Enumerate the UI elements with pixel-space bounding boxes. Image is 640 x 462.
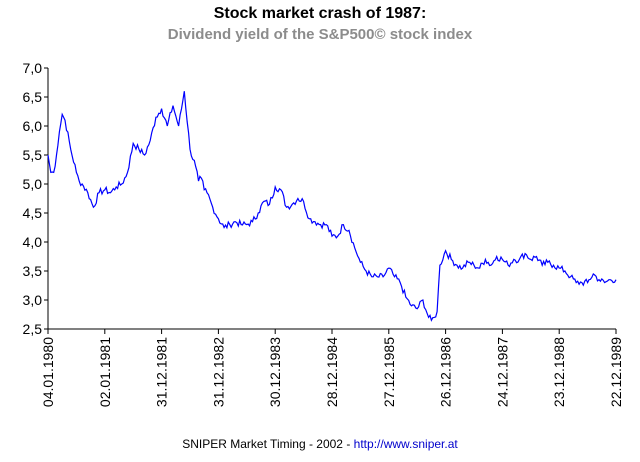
y-tick-label: 5,5 [23,147,43,163]
dividend-yield-line [47,91,617,322]
x-tick-label: 02.01.1981 [97,337,113,407]
x-tick-label: 23.12.1988 [551,337,567,407]
x-tick-label: 27.12.1985 [381,337,397,407]
y-tick-label: 5,0 [23,176,43,192]
y-tick-label: 6,5 [23,89,43,105]
x-tick-label: 04.01.1980 [40,337,56,407]
y-axis-ticks: 7,0 6,5 6,0 5,5 5,0 4,5 4,0 3,5 3,0 2,5 [23,60,48,337]
x-tick-label: 24.12.1987 [494,337,510,407]
chart-axes [47,68,616,330]
y-tick-label: 2,5 [23,321,43,337]
footer-link[interactable]: http://www.sniper.at [353,437,458,451]
x-tick-label: 31.12.1981 [154,337,170,407]
footer-credit: SNIPER Market Timing - 2002 [182,437,343,451]
y-tick-label: 3,0 [23,292,43,308]
chart-footer: SNIPER Market Timing - 2002 - http://www… [0,437,640,451]
y-tick-label: 4,5 [23,205,43,221]
y-tick-label: 6,0 [23,118,43,134]
chart-title: Stock market crash of 1987: [213,5,427,22]
y-tick-label: 4,0 [23,234,43,250]
x-tick-label: 26.12.1986 [438,337,454,407]
y-tick-label: 7,0 [23,60,43,76]
chart-subtitle: Dividend yield of the S&P500© stock inde… [167,26,473,43]
footer-separator: - [346,437,351,451]
x-tick-label: 22.12.1989 [608,337,624,407]
y-tick-label: 3,5 [23,263,43,279]
x-axis-ticks: 04.01.1980 02.01.1981 31.12.1981 31.12.1982… [40,329,624,407]
x-tick-label: 31.12.1982 [210,337,226,407]
chart-series [47,91,617,322]
x-tick-label: 28.12.1984 [324,337,340,407]
x-tick-label: 30.12.1983 [267,337,283,407]
